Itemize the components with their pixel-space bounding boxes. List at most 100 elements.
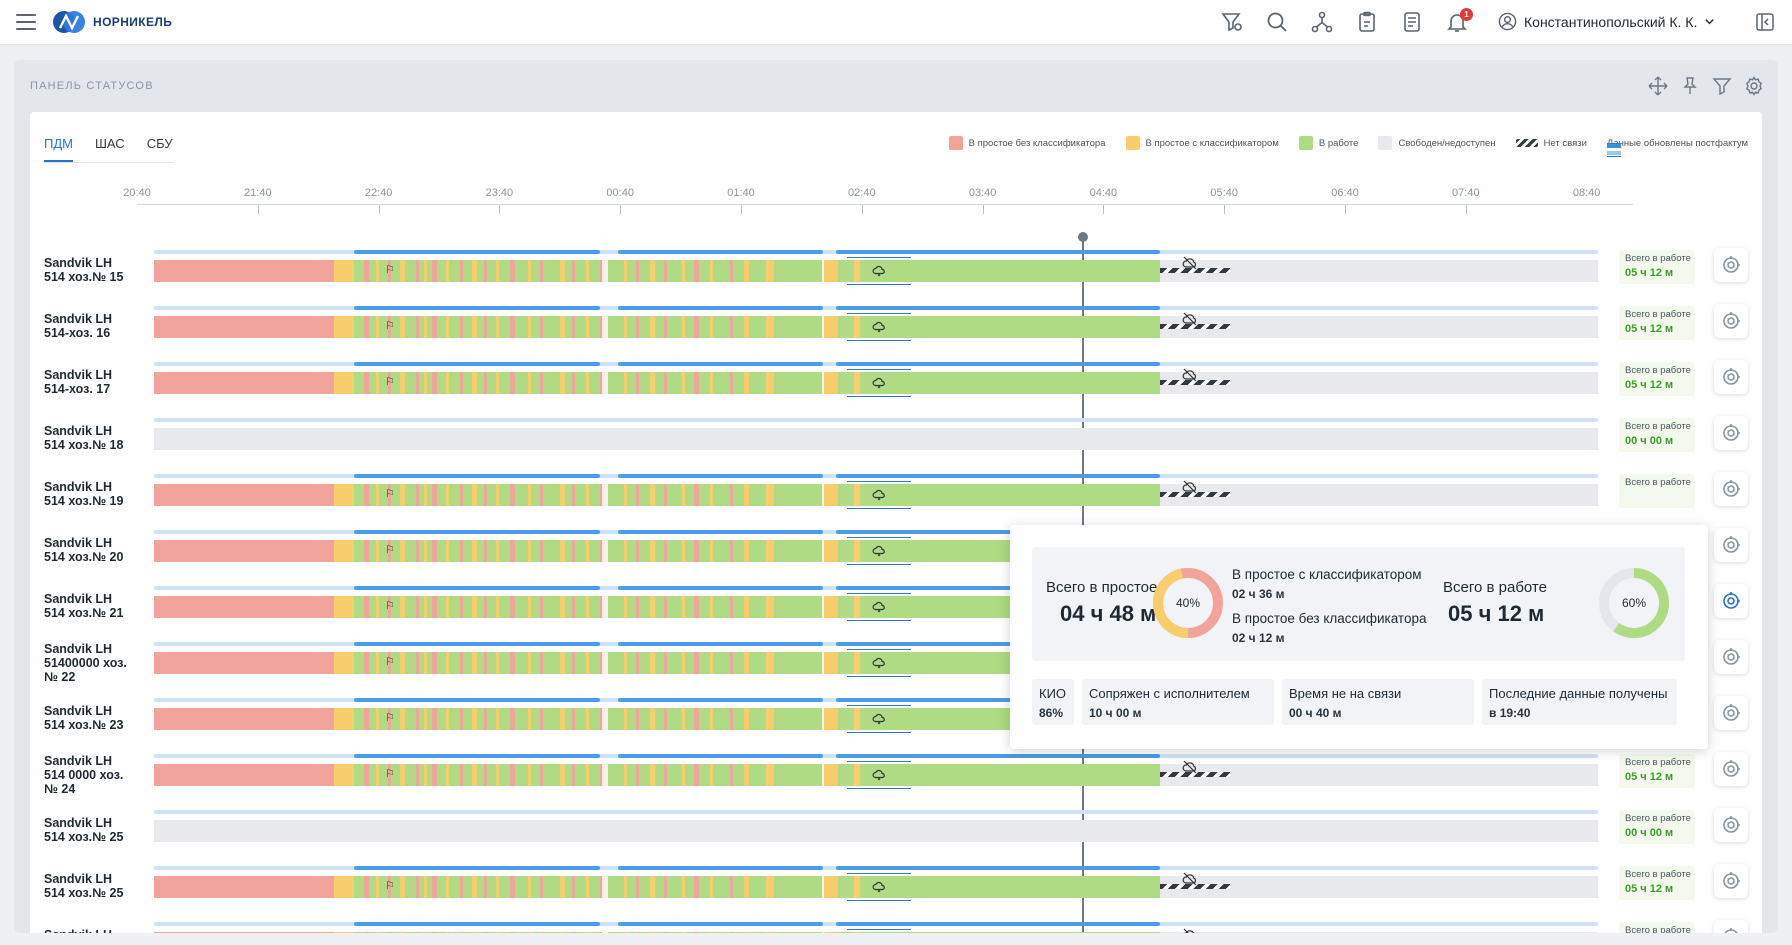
status-stripe bbox=[540, 372, 543, 394]
postfact-update-segment bbox=[836, 586, 1160, 590]
bell-icon[interactable]: 1 bbox=[1445, 8, 1473, 34]
data-update-track bbox=[154, 530, 1598, 534]
status-stripe bbox=[364, 316, 369, 338]
postfact-update-segment bbox=[618, 698, 823, 702]
pin-icon[interactable] bbox=[1680, 76, 1700, 96]
work-total-label: Всего в работе bbox=[1625, 813, 1691, 824]
locate-button[interactable] bbox=[1714, 472, 1748, 506]
status-stripe bbox=[694, 652, 699, 674]
status-stripe bbox=[766, 260, 774, 282]
equipment-row[interactable]: Sandvik LH 514 хоз.№ 18 Всего в работе 00 ч… bbox=[30, 416, 1762, 474]
status-stripe bbox=[624, 932, 627, 933]
target-icon bbox=[1723, 760, 1740, 777]
locate-button[interactable] bbox=[1714, 584, 1748, 618]
status-stripe bbox=[586, 540, 589, 562]
status-stripe bbox=[824, 260, 838, 282]
status-bar[interactable] bbox=[154, 428, 1598, 450]
legend-idle-no-class: В простое без классификатора bbox=[948, 136, 1106, 150]
status-stripe bbox=[710, 260, 713, 282]
equipment-row[interactable]: Sandvik LH 514 0000 хоз. № 24 ⚐ Всего в рабо… bbox=[30, 752, 1762, 810]
status-stripe bbox=[586, 484, 589, 506]
locate-button[interactable] bbox=[1714, 360, 1748, 394]
status-bar[interactable] bbox=[154, 372, 1598, 394]
status-stripe bbox=[824, 764, 838, 786]
document-icon[interactable] bbox=[1400, 10, 1424, 34]
logo[interactable]: НОРНИКЕЛЬ bbox=[52, 10, 172, 34]
time-tick-label: 05:40 bbox=[1210, 187, 1238, 199]
move-icon[interactable] bbox=[1648, 76, 1668, 96]
clipboard-icon[interactable] bbox=[1355, 10, 1379, 34]
equipment-row[interactable]: Sandvik LH 514 хоз.№ 25 Всего в работе 00 ч… bbox=[30, 808, 1762, 866]
gear-icon[interactable] bbox=[1744, 76, 1764, 96]
locate-button[interactable] bbox=[1714, 864, 1748, 898]
status-segment bbox=[354, 372, 1160, 394]
locate-button[interactable] bbox=[1714, 752, 1748, 786]
chevron-down-icon bbox=[1705, 19, 1715, 25]
locate-button[interactable] bbox=[1714, 640, 1748, 674]
status-stripe bbox=[766, 372, 774, 394]
locate-button[interactable] bbox=[1714, 248, 1748, 282]
equipment-row[interactable]: Sandvik LH 514 хоз.№ 19 ⚐ Всего в работе bbox=[30, 472, 1762, 530]
locate-button[interactable] bbox=[1714, 696, 1748, 730]
status-stripe bbox=[560, 596, 565, 618]
no-link-icon bbox=[1182, 256, 1198, 270]
status-bar[interactable] bbox=[154, 932, 1598, 933]
equipment-row[interactable]: Sandvik LH 514-хоз. 17 ⚐ Всего в работе 05 ч… bbox=[30, 360, 1762, 418]
user-menu[interactable]: Константинопольский К. К. bbox=[1498, 12, 1715, 31]
filter-icon[interactable] bbox=[1712, 76, 1732, 96]
status-stripe bbox=[472, 876, 477, 898]
time-tick-label: 04:40 bbox=[1089, 187, 1118, 199]
target-icon bbox=[1723, 592, 1740, 609]
tab-sbu[interactable]: СБУ bbox=[146, 136, 173, 151]
search-icon[interactable] bbox=[1265, 10, 1289, 34]
status-stripe bbox=[824, 708, 838, 730]
locate-button[interactable] bbox=[1714, 304, 1748, 338]
status-stripe bbox=[424, 316, 427, 338]
status-stripe bbox=[472, 652, 477, 674]
paired-cell: Сопряжен с исполнителем 10 ч 00 м bbox=[1082, 679, 1274, 725]
locate-button[interactable] bbox=[1714, 808, 1748, 842]
work-total: Всего в работе 00 ч 00 м bbox=[1619, 418, 1695, 452]
collapse-panel-icon[interactable] bbox=[1755, 12, 1775, 32]
menu-icon[interactable] bbox=[16, 14, 36, 30]
status-segment bbox=[154, 372, 334, 394]
status-segment bbox=[154, 260, 334, 282]
postfact-marker bbox=[847, 649, 911, 677]
status-segment bbox=[334, 708, 354, 730]
status-stripe bbox=[636, 932, 639, 933]
status-stripe bbox=[388, 372, 391, 394]
status-bar[interactable] bbox=[154, 260, 1598, 282]
status-bar[interactable] bbox=[154, 764, 1598, 786]
tab-pdm[interactable]: ПДМ bbox=[44, 136, 73, 162]
status-stripe bbox=[854, 652, 860, 674]
status-stripe bbox=[528, 652, 531, 674]
status-stripe bbox=[388, 316, 391, 338]
status-stripe bbox=[694, 876, 699, 898]
locate-button[interactable] bbox=[1714, 528, 1748, 562]
data-update-track bbox=[154, 306, 1598, 310]
status-stripe bbox=[400, 372, 405, 394]
network-icon[interactable] bbox=[1310, 10, 1334, 34]
locate-button[interactable] bbox=[1714, 920, 1748, 933]
status-segment bbox=[154, 820, 1598, 842]
filter-settings-icon[interactable] bbox=[1220, 10, 1244, 34]
status-stripe bbox=[710, 596, 713, 618]
equipment-row[interactable]: Sandvik LH 514-хоз. 16 ⚐ Всего в работе 05 ч… bbox=[30, 304, 1762, 362]
equipment-row[interactable]: Sandvik LH 514 хоз.№ 15 ⚐ Всего в работе 05 … bbox=[30, 248, 1762, 306]
status-bar[interactable] bbox=[154, 876, 1598, 898]
tab-shas[interactable]: ШАС bbox=[94, 136, 125, 151]
status-bar[interactable] bbox=[154, 316, 1598, 338]
locate-button[interactable] bbox=[1714, 416, 1748, 450]
status-stripe bbox=[744, 484, 749, 506]
status-stripe bbox=[460, 764, 463, 786]
status-bar[interactable] bbox=[154, 484, 1598, 506]
time-tick bbox=[1224, 205, 1226, 214]
status-bar[interactable] bbox=[154, 820, 1598, 842]
equipment-name: Sandvik LH 514 хоз.№ 23 bbox=[44, 704, 124, 732]
status-stripe bbox=[446, 652, 449, 674]
status-stripe bbox=[650, 876, 655, 898]
target-icon bbox=[1723, 480, 1740, 497]
postfact-update-segment bbox=[618, 306, 823, 310]
